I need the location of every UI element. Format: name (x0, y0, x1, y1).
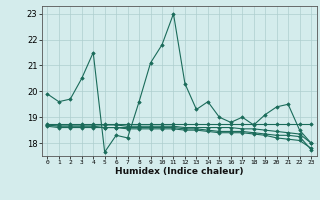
X-axis label: Humidex (Indice chaleur): Humidex (Indice chaleur) (115, 167, 244, 176)
